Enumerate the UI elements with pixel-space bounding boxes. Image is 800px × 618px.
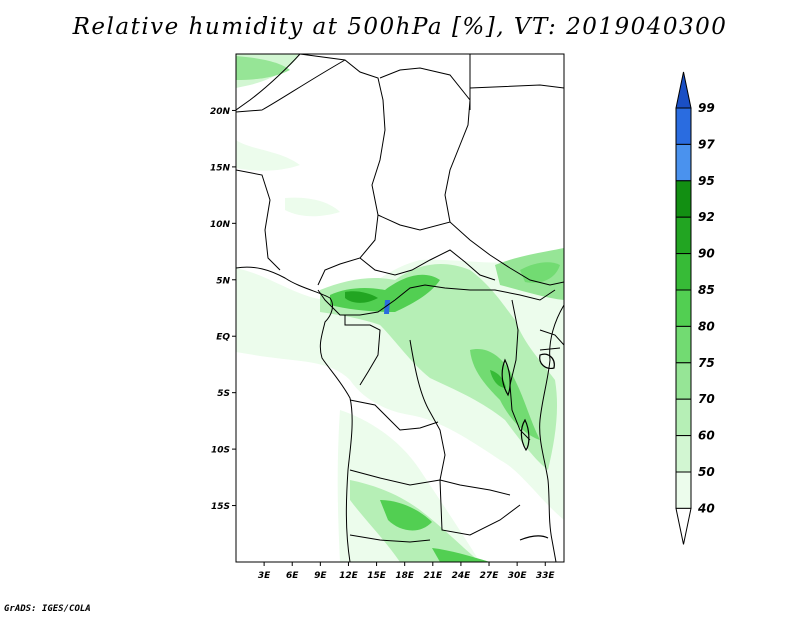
colorbar-segment	[675, 362, 692, 400]
longitude-axis: 3E 6E 9E 12E 15E 18E 21E 24E 27E 30E 33E	[258, 562, 556, 581]
colorbar-segment	[675, 435, 692, 473]
map-frame	[235, 53, 565, 563]
latitude-axis: 20N 15N 10N 5N EQ 5S 10S 15S	[210, 107, 236, 512]
colorbar-label: 85	[698, 283, 715, 297]
lon-tick-label: 30E	[508, 571, 528, 581]
colorbar-label: 40	[697, 501, 715, 515]
colorbar-segment	[675, 107, 692, 145]
colorbar-segment	[675, 398, 692, 437]
colorbar-label: 75	[698, 356, 715, 370]
lat-tick-label: 10N	[210, 220, 231, 230]
colorbar-segment	[675, 253, 692, 291]
lon-tick-label: 3E	[258, 571, 271, 581]
lon-tick-label: 18E	[395, 571, 415, 581]
colorbar-top-arrow	[675, 71, 692, 109]
colorbar-label: 95	[698, 174, 715, 188]
colorbar-label: 60	[698, 429, 715, 443]
grads-credit: GrADS: IGES/COLA	[4, 604, 91, 614]
lon-tick-label: 21E	[423, 571, 443, 581]
lakes	[501, 353, 555, 541]
lon-tick-label: 27E	[480, 571, 500, 581]
humidity-field	[236, 54, 564, 562]
colorbar-segment	[675, 289, 692, 327]
colorbar-label: 99	[698, 101, 715, 115]
lat-tick-label: 15S	[211, 502, 230, 512]
colorbar-segment	[675, 471, 692, 509]
colorbar-label: 92	[698, 210, 715, 224]
colorbar-label: 90	[698, 247, 715, 261]
lat-tick-label: 15N	[210, 163, 231, 173]
lat-tick-label: 10S	[211, 446, 230, 456]
lat-tick-label: 20N	[210, 107, 231, 117]
colorbar-bottom-arrow	[675, 507, 692, 545]
lon-tick-label: 33E	[536, 571, 556, 581]
lon-tick-label: 9E	[314, 571, 327, 581]
country-borders	[236, 54, 564, 562]
colorbar-label: 50	[698, 465, 715, 479]
colorbar-segment	[675, 143, 692, 182]
colorbar-segment	[675, 180, 692, 218]
colorbar: 99 97 95 92 90 85 80 75 70 60 50 40	[675, 71, 715, 545]
colorbar-label: 80	[698, 319, 715, 333]
colorbar-label: 97	[698, 137, 715, 151]
lat-tick-label: EQ	[216, 333, 230, 343]
lon-tick-label: 15E	[367, 571, 387, 581]
lon-tick-label: 6E	[286, 571, 299, 581]
colorbar-label: 70	[698, 392, 715, 406]
lon-tick-label: 12E	[339, 571, 359, 581]
lon-tick-label: 24E	[452, 571, 472, 581]
lat-tick-label: 5S	[217, 389, 230, 399]
colorbar-segment	[675, 216, 692, 255]
chart-title: Relative humidity at 500hPa [%], VT: 201…	[72, 14, 728, 40]
colorbar-segment	[675, 325, 692, 364]
lat-tick-label: 5N	[216, 276, 230, 286]
